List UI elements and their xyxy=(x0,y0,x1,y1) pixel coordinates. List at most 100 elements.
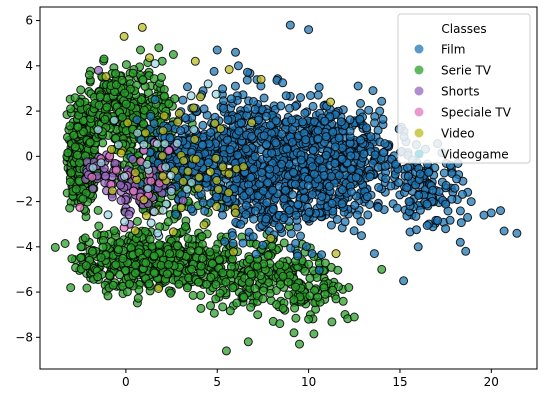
data-point xyxy=(120,217,130,227)
data-point xyxy=(137,22,147,32)
legend-label: Serie TV xyxy=(441,64,492,78)
data-point xyxy=(399,276,409,286)
data-point xyxy=(463,212,473,222)
data-point xyxy=(183,82,192,92)
data-point xyxy=(194,183,203,193)
data-point xyxy=(219,103,229,113)
data-point xyxy=(136,45,145,55)
data-point xyxy=(375,106,385,116)
data-point xyxy=(233,150,243,160)
data-point xyxy=(145,53,154,63)
data-point xyxy=(199,220,209,230)
data-point xyxy=(433,216,443,225)
data-point xyxy=(241,210,251,219)
legend-marker xyxy=(414,107,424,117)
data-point xyxy=(187,264,197,274)
data-point xyxy=(346,164,356,174)
points-layer xyxy=(50,20,522,356)
data-point xyxy=(356,98,365,108)
data-point xyxy=(159,111,169,121)
data-point xyxy=(163,217,173,227)
x-tick-label: 10 xyxy=(301,375,316,389)
data-point xyxy=(81,261,91,271)
data-point xyxy=(274,222,284,232)
data-point xyxy=(352,210,362,220)
data-point xyxy=(172,138,182,148)
data-point xyxy=(276,101,286,111)
data-point xyxy=(78,194,88,204)
data-point xyxy=(186,246,196,256)
legend-entry: Film xyxy=(414,43,465,57)
data-point xyxy=(370,150,380,160)
data-point xyxy=(73,122,83,132)
data-point xyxy=(276,280,285,289)
data-point xyxy=(178,95,188,105)
data-point xyxy=(160,139,170,149)
data-point xyxy=(456,218,466,228)
data-point xyxy=(220,237,230,247)
data-point xyxy=(258,286,268,296)
data-point xyxy=(130,268,140,278)
data-point xyxy=(189,125,199,135)
data-point xyxy=(285,103,294,113)
y-tick-label: 0 xyxy=(25,149,33,163)
data-point xyxy=(206,301,215,311)
data-point xyxy=(305,273,315,283)
data-point xyxy=(337,199,347,209)
data-point xyxy=(164,146,174,155)
data-point xyxy=(243,104,253,113)
data-point xyxy=(196,261,206,271)
data-point xyxy=(321,150,331,160)
data-point xyxy=(355,114,365,124)
data-point xyxy=(99,54,109,64)
x-axis: 0 5 10 15 20 xyxy=(122,369,499,389)
data-point xyxy=(111,260,121,270)
data-point xyxy=(118,254,128,263)
data-point xyxy=(121,99,131,109)
data-point xyxy=(150,95,160,105)
data-point xyxy=(291,238,301,248)
data-point xyxy=(76,242,86,252)
data-point xyxy=(210,118,220,128)
data-point xyxy=(268,204,278,214)
data-point xyxy=(457,189,467,199)
data-point xyxy=(415,169,425,179)
data-point xyxy=(203,79,213,89)
data-point xyxy=(313,134,323,144)
data-point xyxy=(152,139,162,149)
data-point xyxy=(216,124,226,134)
data-point xyxy=(243,67,252,77)
data-point xyxy=(73,150,82,160)
data-point xyxy=(301,135,311,145)
data-point xyxy=(190,134,200,144)
data-point xyxy=(349,226,359,236)
data-point xyxy=(247,131,257,141)
data-point xyxy=(94,221,104,231)
y-tick-label: −4 xyxy=(15,240,33,254)
data-point xyxy=(279,194,289,204)
data-point xyxy=(194,277,203,287)
data-point xyxy=(246,269,256,279)
data-point xyxy=(308,162,317,172)
data-point xyxy=(415,205,425,215)
legend-entries: Film Serie TV Shorts Speciale TV Video Videog… xyxy=(414,43,512,162)
data-point xyxy=(166,186,176,196)
data-point xyxy=(116,148,126,158)
data-point xyxy=(188,290,198,300)
data-point xyxy=(313,126,323,135)
data-point xyxy=(65,121,75,131)
data-point xyxy=(362,123,371,133)
data-point xyxy=(168,227,178,237)
data-point xyxy=(189,103,199,113)
data-point xyxy=(101,171,111,181)
data-point xyxy=(381,174,391,183)
data-point xyxy=(402,183,412,193)
data-point xyxy=(213,185,223,194)
data-point xyxy=(298,117,308,127)
data-point xyxy=(107,145,116,154)
data-point xyxy=(386,181,396,191)
data-point xyxy=(304,25,314,35)
data-point xyxy=(226,269,235,279)
data-point xyxy=(267,148,277,158)
data-point xyxy=(175,249,185,259)
